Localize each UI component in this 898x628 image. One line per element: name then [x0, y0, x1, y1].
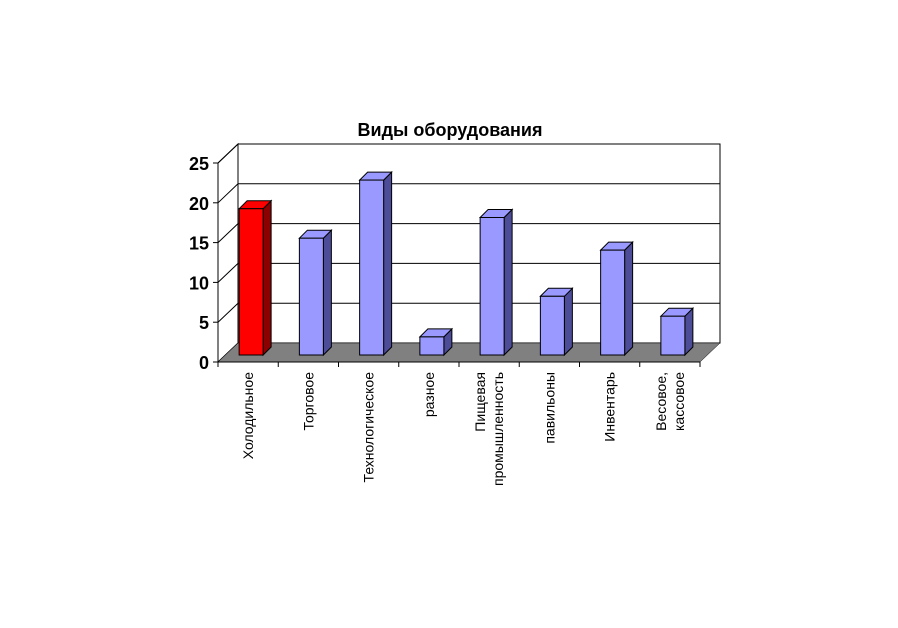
y-tick-label: 5: [199, 313, 209, 333]
bar-side: [563, 287, 573, 357]
side-wall: [217, 142, 239, 364]
bar: [660, 315, 686, 356]
x-tick-label: промышленность: [490, 372, 506, 486]
x-tick-label: Технологическое: [361, 372, 377, 483]
x-tick-label: Весовое,: [653, 372, 669, 431]
chart-floor: [217, 342, 721, 363]
x-tick-label: павильоны: [541, 372, 557, 444]
gridline: [217, 183, 720, 204]
y-tick-label: 15: [189, 234, 209, 254]
bar: [479, 216, 505, 356]
x-tick-label: Торговое: [300, 372, 316, 431]
y-tick-label: 25: [189, 154, 209, 174]
bar: [359, 179, 385, 356]
bar-side: [383, 170, 393, 357]
bar: [238, 208, 264, 356]
bar: [298, 237, 324, 356]
bar: [539, 295, 565, 356]
bar-side: [503, 208, 513, 357]
bar-side: [262, 199, 272, 357]
bar-side: [322, 228, 332, 357]
bar-side: [624, 240, 634, 357]
gridline: [217, 223, 720, 243]
chart-title: Виды оборудования: [358, 120, 543, 140]
plot-area: 0 5 10 15 20 25 Холодильное Торговое Технологиче…: [189, 142, 721, 486]
x-tick-label: Пищевая: [472, 372, 488, 432]
x-tick-label: кассовое: [671, 372, 687, 431]
x-tick-label: разное: [421, 372, 437, 417]
gridline: [217, 143, 720, 164]
x-tick-label: Инвентарь: [602, 372, 618, 442]
y-tick-label: 20: [189, 194, 209, 214]
y-tick-label: 10: [189, 273, 209, 293]
y-tick-label: 0: [199, 353, 209, 373]
gridline: [217, 262, 720, 283]
bar: [600, 249, 626, 356]
bar: [419, 336, 445, 356]
x-tick-label: Холодильное: [240, 372, 256, 459]
